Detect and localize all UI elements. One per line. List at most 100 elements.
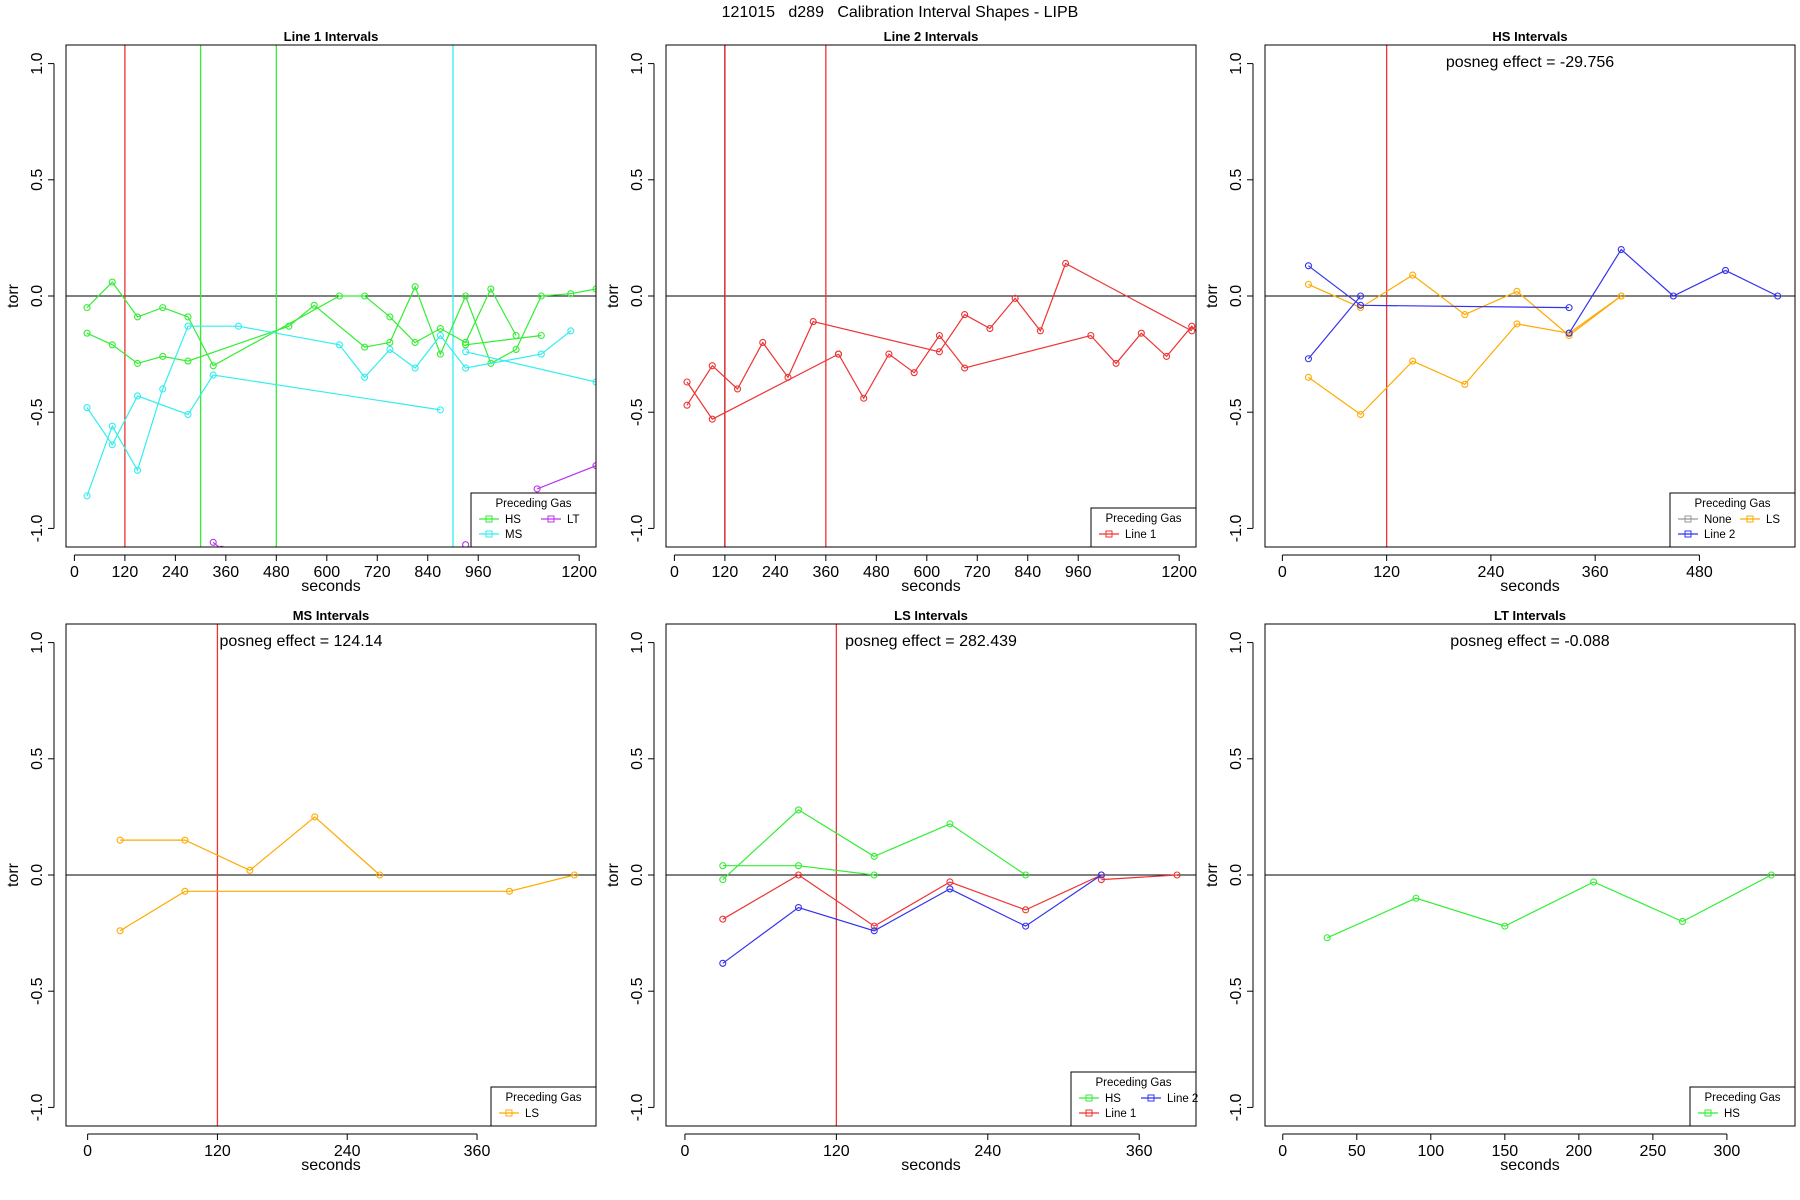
data-point bbox=[487, 285, 495, 293]
data-point bbox=[1022, 922, 1030, 930]
data-point bbox=[436, 406, 444, 414]
legend: Preceding Gas HS Line 2 Line 1 bbox=[1070, 1071, 1198, 1127]
data-point bbox=[946, 885, 954, 893]
series-lt bbox=[209, 462, 596, 547]
y-axis-label: torr bbox=[5, 862, 22, 887]
data-point bbox=[885, 350, 893, 358]
data-point bbox=[961, 364, 969, 372]
y-axis-label: torr bbox=[1204, 862, 1221, 887]
legend-label: MS bbox=[505, 529, 523, 541]
data-point bbox=[159, 304, 167, 312]
x-axis-label: seconds bbox=[301, 1157, 361, 1174]
x-tick-label: 120 bbox=[112, 564, 139, 581]
x-tick-label: 720 bbox=[964, 564, 991, 581]
data-point bbox=[386, 313, 394, 321]
data-point bbox=[784, 373, 792, 381]
data-point bbox=[961, 311, 969, 319]
x-tick-label: 600 bbox=[313, 564, 340, 581]
legend-title: Preceding Gas bbox=[1694, 498, 1770, 510]
y-axis: -1.0 -0.5 0.0 0.5 1.0 torr bbox=[5, 631, 55, 1122]
data-point bbox=[1409, 271, 1417, 279]
legend-item-line-1: Line 1 bbox=[1099, 529, 1156, 541]
panel-6: LT Intervals -1.0 -0.5 0.0 0.5 1.0 torr 0 50 100 1… bbox=[1204, 608, 1796, 1174]
plot-frame bbox=[65, 623, 597, 1127]
data-point bbox=[733, 385, 742, 393]
data-point bbox=[1304, 355, 1312, 363]
data-point bbox=[361, 343, 369, 351]
plot-area bbox=[1265, 871, 1795, 942]
data-point bbox=[935, 331, 943, 340]
x-tick-label: 480 bbox=[263, 564, 290, 581]
x-tick-label: 240 bbox=[162, 564, 189, 581]
data-point bbox=[1062, 259, 1070, 268]
x-tick-label: 840 bbox=[1014, 564, 1041, 581]
data-point bbox=[1304, 262, 1312, 270]
y-tick-label: -1.0 bbox=[29, 515, 46, 543]
data-point bbox=[386, 345, 394, 354]
data-point bbox=[411, 283, 419, 291]
data-point bbox=[794, 862, 803, 870]
data-point bbox=[1501, 922, 1509, 930]
data-point bbox=[1357, 410, 1365, 419]
data-point bbox=[1173, 871, 1181, 879]
plot-area bbox=[1265, 45, 1795, 547]
data-point bbox=[1669, 292, 1677, 300]
data-point bbox=[1097, 871, 1105, 879]
x-tick-label: 120 bbox=[204, 1143, 231, 1160]
data-point bbox=[181, 836, 189, 844]
y-tick-label: 0.5 bbox=[1228, 748, 1245, 770]
legend-marker bbox=[1105, 530, 1113, 538]
series-line bbox=[1308, 265, 1570, 309]
plot-area bbox=[66, 624, 596, 1126]
y-tick-label: -0.5 bbox=[1228, 977, 1245, 1005]
series-line bbox=[686, 353, 839, 420]
data-point bbox=[567, 290, 575, 298]
y-tick-label: 0.0 bbox=[29, 285, 46, 307]
data-point bbox=[719, 862, 727, 870]
legend-label: HS bbox=[1105, 1093, 1121, 1105]
y-tick-label: 0.0 bbox=[29, 864, 46, 886]
data-point bbox=[537, 292, 545, 300]
data-point bbox=[133, 392, 142, 400]
series-line-1 bbox=[683, 259, 1196, 423]
data-point bbox=[809, 318, 817, 326]
x-axis: 0 120 240 360 seconds bbox=[83, 1133, 490, 1174]
legend-marker bbox=[1684, 515, 1692, 523]
data-point bbox=[1774, 292, 1782, 300]
data-point bbox=[1678, 917, 1687, 926]
legend-title: Preceding Gas bbox=[495, 498, 571, 510]
x-tick-label: 360 bbox=[212, 564, 239, 581]
series-ls bbox=[116, 813, 578, 935]
y-axis-label: torr bbox=[605, 283, 622, 308]
legend-marker bbox=[505, 1109, 513, 1117]
legend: Preceding Gas LS bbox=[490, 1086, 597, 1127]
series-line bbox=[722, 874, 1102, 964]
data-point bbox=[411, 338, 419, 347]
data-point bbox=[311, 813, 319, 821]
legend-marker bbox=[1085, 1109, 1093, 1117]
data-point bbox=[386, 338, 394, 347]
data-point bbox=[1412, 894, 1420, 902]
y-tick-label: 1.0 bbox=[1228, 631, 1245, 653]
x-axis-label: seconds bbox=[1500, 578, 1560, 595]
legend-item-ms: MS bbox=[479, 529, 523, 541]
x-axis-label: seconds bbox=[901, 1157, 961, 1174]
x-tick-label: 960 bbox=[465, 564, 492, 581]
y-tick-label: -1.0 bbox=[29, 1094, 46, 1122]
legend-marker bbox=[1704, 1109, 1712, 1117]
data-point bbox=[184, 313, 192, 321]
legend-item-ls: LS bbox=[499, 1108, 539, 1120]
x-tick-label: 720 bbox=[364, 564, 391, 581]
data-point bbox=[870, 922, 878, 930]
data-point bbox=[1188, 327, 1196, 335]
data-point bbox=[946, 820, 954, 828]
data-point bbox=[116, 836, 124, 844]
data-point bbox=[436, 331, 444, 340]
legend-marker bbox=[1085, 1094, 1093, 1102]
y-tick-label: 0.5 bbox=[29, 748, 46, 770]
legend-marker bbox=[1684, 530, 1692, 538]
data-point bbox=[285, 322, 293, 330]
data-point bbox=[592, 462, 596, 470]
x-axis-label: seconds bbox=[301, 578, 361, 595]
data-point bbox=[1097, 876, 1105, 884]
